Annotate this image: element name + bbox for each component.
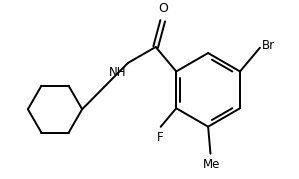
Text: NH: NH bbox=[109, 66, 126, 79]
Text: O: O bbox=[158, 2, 168, 15]
Text: Me: Me bbox=[203, 158, 220, 171]
Text: F: F bbox=[156, 131, 163, 144]
Text: Br: Br bbox=[262, 39, 275, 52]
